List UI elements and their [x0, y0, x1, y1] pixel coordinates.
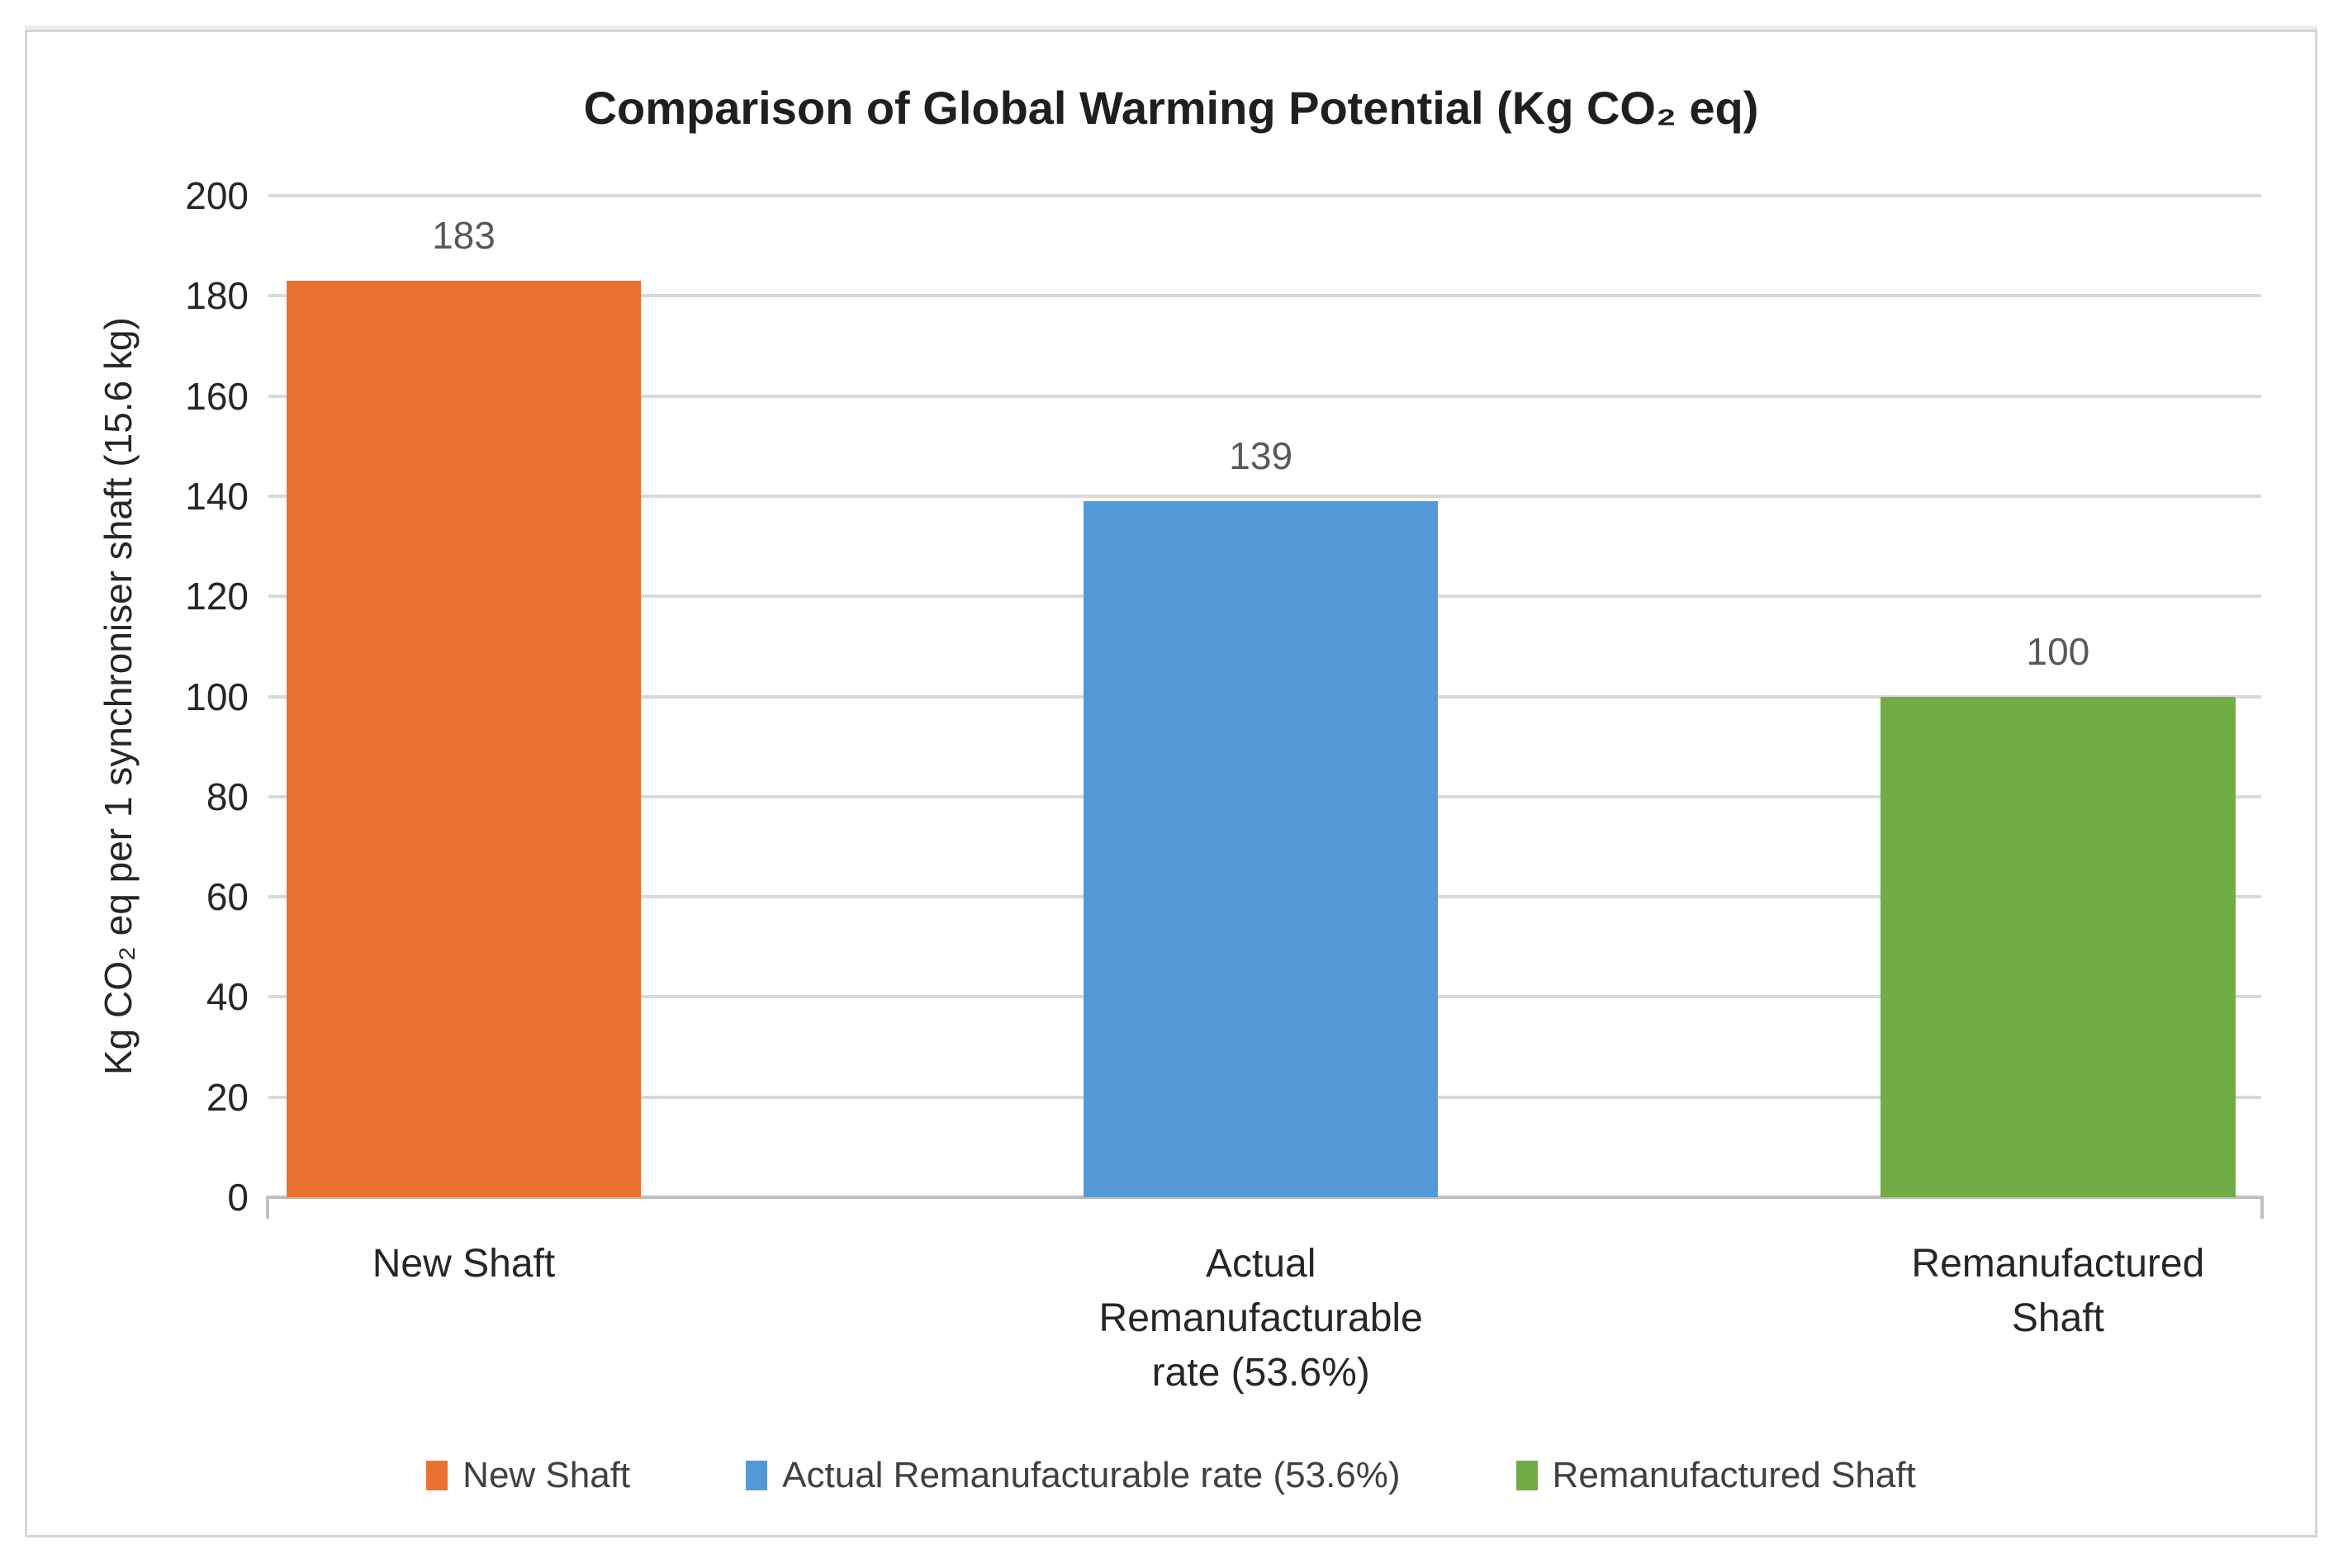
y-axis-tick-label: 180: [185, 274, 249, 318]
legend-swatch: [426, 1461, 448, 1490]
legend-label: Remanufactured Shaft: [1552, 1455, 1916, 1495]
category-label-line: Shaft: [2011, 1296, 2104, 1340]
y-axis-tick-label: 140: [185, 474, 249, 518]
legend-label: Actual Remanufacturable rate (53.6%): [782, 1455, 1401, 1495]
legend-item: New Shaft: [426, 1455, 630, 1496]
legend-item: Remanufactured Shaft: [1515, 1455, 1916, 1496]
legend-label: New Shaft: [462, 1455, 631, 1495]
y-axis-tick-label: 120: [185, 575, 249, 618]
legend-swatch: [1515, 1461, 1538, 1490]
gridline: [268, 494, 2261, 498]
x-axis-category-labels: New Shaft Actual Remanufacturable rate (53.…: [27, 1237, 2315, 1419]
y-axis-tick-label: 0: [227, 1176, 249, 1219]
category-label: Actual Remanufacturable rate (53.6%): [964, 1237, 1558, 1400]
y-axis-tick-label: 80: [206, 775, 249, 818]
x-axis-right-tick: [2260, 1197, 2264, 1219]
x-axis-left-tick: [266, 1197, 269, 1219]
category-label-line: Remanufacturable: [1098, 1296, 1423, 1340]
category-label-line: rate (53.6%): [1151, 1351, 1370, 1395]
gridline: [268, 394, 2261, 398]
data-label: 183: [432, 214, 496, 258]
data-label: 100: [2026, 629, 2090, 673]
y-axis-tick-label: 60: [206, 875, 249, 919]
category-label-line: New Shaft: [372, 1242, 556, 1286]
x-axis-line: [266, 1196, 2264, 1199]
chart-title: Comparison of Global Warming Potential (…: [583, 82, 1759, 134]
category-label: New Shaft: [166, 1237, 761, 1291]
category-label-line: Actual: [1205, 1242, 1316, 1286]
legend: New Shaft Actual Remanufacturable rate (5…: [27, 1442, 2315, 1509]
data-label: 139: [1229, 433, 1293, 477]
category-label-line: Remanufactured: [1911, 1242, 2205, 1286]
category-label: Remanufactured Shaft: [1761, 1237, 2343, 1346]
bar-1: [286, 281, 642, 1197]
y-axis-tick-label: 100: [185, 675, 249, 718]
legend-item: Actual Remanufacturable rate (53.6%): [746, 1455, 1401, 1496]
bar-2: [1083, 500, 1439, 1197]
y-axis-tick-label: 200: [185, 174, 249, 217]
gridline: [268, 294, 2261, 298]
y-axis-tick-label: 160: [185, 374, 249, 418]
y-axis-tick-label: 20: [206, 1075, 249, 1119]
y-axis-tick-label: 40: [206, 975, 249, 1019]
chart-figure: Comparison of Global Warming Potential (…: [25, 30, 2317, 1537]
gridline: [268, 194, 2261, 197]
bar-3: [1881, 696, 2236, 1197]
y-axis-tick-labels: 0 20 40 60 80 100 120 140 160 180 200: [77, 174, 249, 1219]
plot-area: 183 139 100: [266, 194, 2264, 1219]
legend-swatch: [746, 1461, 768, 1490]
